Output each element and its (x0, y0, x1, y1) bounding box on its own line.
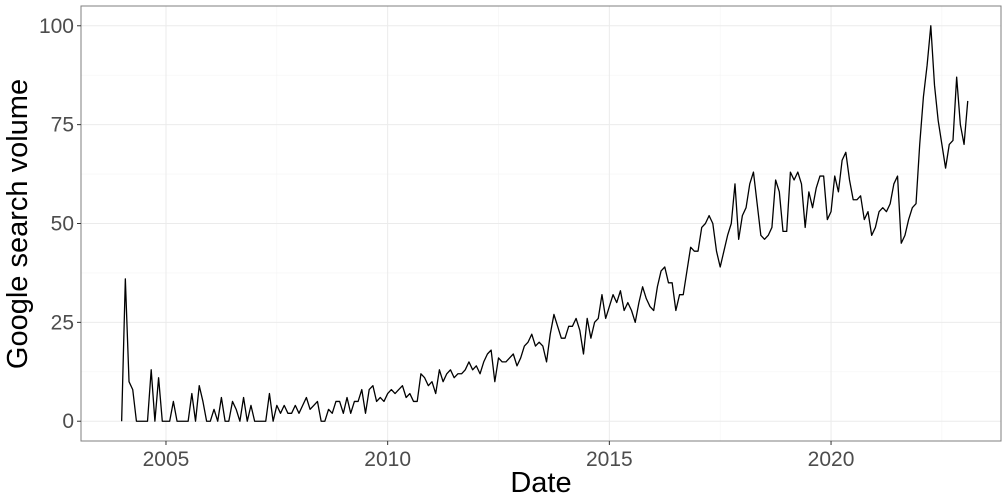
series-line (120, 25, 969, 422)
y-axis-title: Google search volume (2, 79, 34, 369)
major-gridlines (81, 6, 1001, 441)
x-tick-label: 2020 (808, 448, 855, 471)
y-tick-label: 25 (51, 311, 74, 334)
x-tick-label: 2015 (586, 448, 633, 471)
y-tick-label: 75 (51, 114, 74, 137)
y-tick-label: 50 (51, 213, 74, 236)
x-axis-title: Date (510, 467, 571, 499)
x-tick-label: 2010 (364, 448, 411, 471)
x-tick-label: 2005 (143, 448, 190, 471)
y-tick-label: 0 (62, 410, 74, 433)
series-layer (120, 25, 969, 422)
x-axis: 2005 2010 2015 2020 (143, 441, 855, 471)
y-tick-label: 100 (39, 15, 74, 38)
minor-gridlines (81, 6, 1001, 441)
y-axis: 0 25 50 75 100 (39, 15, 81, 433)
